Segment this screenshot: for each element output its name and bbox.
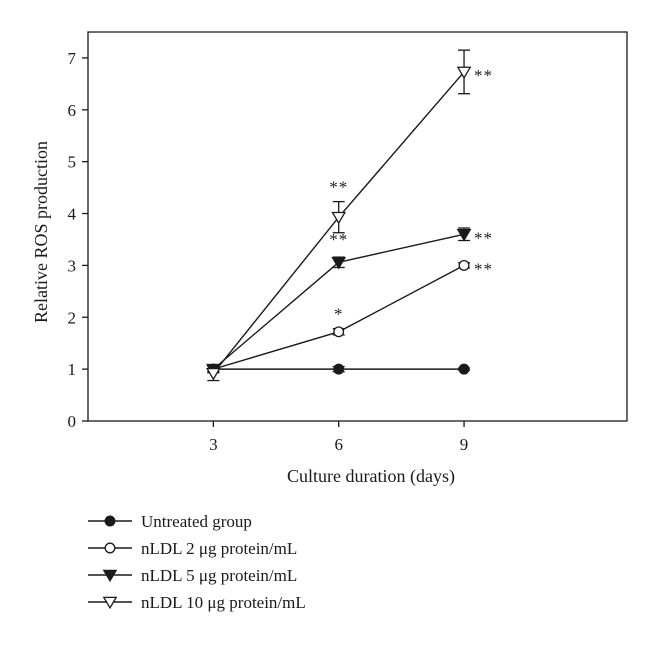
y-tick-label: 3 bbox=[68, 256, 77, 275]
data-point bbox=[333, 326, 345, 338]
y-tick-label: 2 bbox=[68, 308, 77, 327]
data-point bbox=[333, 363, 345, 375]
y-tick-label: 4 bbox=[68, 205, 77, 224]
legend-item-0: Untreated group bbox=[88, 512, 252, 531]
x-tick-label: 9 bbox=[460, 435, 469, 454]
y-tick-label: 0 bbox=[68, 412, 77, 431]
x-tick-label: 3 bbox=[209, 435, 218, 454]
legend-marker bbox=[102, 596, 118, 610]
series-2: ** ** bbox=[206, 227, 493, 377]
x-tick-label: 6 bbox=[334, 435, 343, 454]
significance-label: ** bbox=[329, 178, 348, 197]
series-layer: ***** ****** bbox=[206, 49, 493, 382]
y-tick-label: 6 bbox=[68, 101, 77, 120]
legend: Untreated group nLDL 2 μg protein/mL nLDL … bbox=[88, 512, 306, 612]
y-axis-title: Relative ROS production bbox=[31, 141, 51, 323]
y-tick-label: 7 bbox=[68, 49, 77, 68]
x-axis-title: Culture duration (days) bbox=[287, 466, 455, 487]
legend-marker bbox=[104, 515, 116, 527]
significance-label: ** bbox=[329, 230, 348, 249]
significance-label: ** bbox=[474, 228, 493, 247]
data-point bbox=[331, 256, 347, 270]
significance-label: ** bbox=[474, 66, 493, 85]
legend-marker bbox=[102, 569, 118, 583]
series-0 bbox=[207, 363, 471, 375]
series-1: *** bbox=[207, 259, 493, 375]
legend-label: nLDL 10 μg protein/mL bbox=[141, 593, 306, 612]
series-line bbox=[212, 233, 465, 370]
plot-frame bbox=[87, 31, 628, 422]
legend-marker bbox=[104, 542, 116, 554]
legend-label: nLDL 2 μg protein/mL bbox=[141, 539, 297, 558]
series-3: ** ** bbox=[206, 49, 493, 382]
significance-label: ** bbox=[474, 259, 493, 278]
plot-border bbox=[87, 31, 628, 422]
data-point bbox=[458, 259, 470, 271]
legend-label: nLDL 5 μg protein/mL bbox=[141, 566, 297, 585]
legend-label: Untreated group bbox=[141, 512, 252, 531]
data-point bbox=[331, 211, 347, 225]
data-point bbox=[206, 367, 221, 381]
data-point bbox=[458, 363, 470, 375]
significance-label: * bbox=[334, 305, 344, 324]
legend-item-2: nLDL 5 μg protein/mL bbox=[88, 566, 297, 585]
y-tick-label: 5 bbox=[68, 153, 77, 172]
legend-item-3: nLDL 10 μg protein/mL bbox=[88, 593, 306, 612]
legend-item-1: nLDL 2 μg protein/mL bbox=[88, 539, 297, 558]
y-tick-label: 1 bbox=[68, 360, 77, 379]
data-point bbox=[456, 66, 472, 80]
data-point bbox=[456, 228, 472, 242]
axes: 0 1 2 3 4 5 6 7 3 6 9 bbox=[68, 49, 469, 454]
